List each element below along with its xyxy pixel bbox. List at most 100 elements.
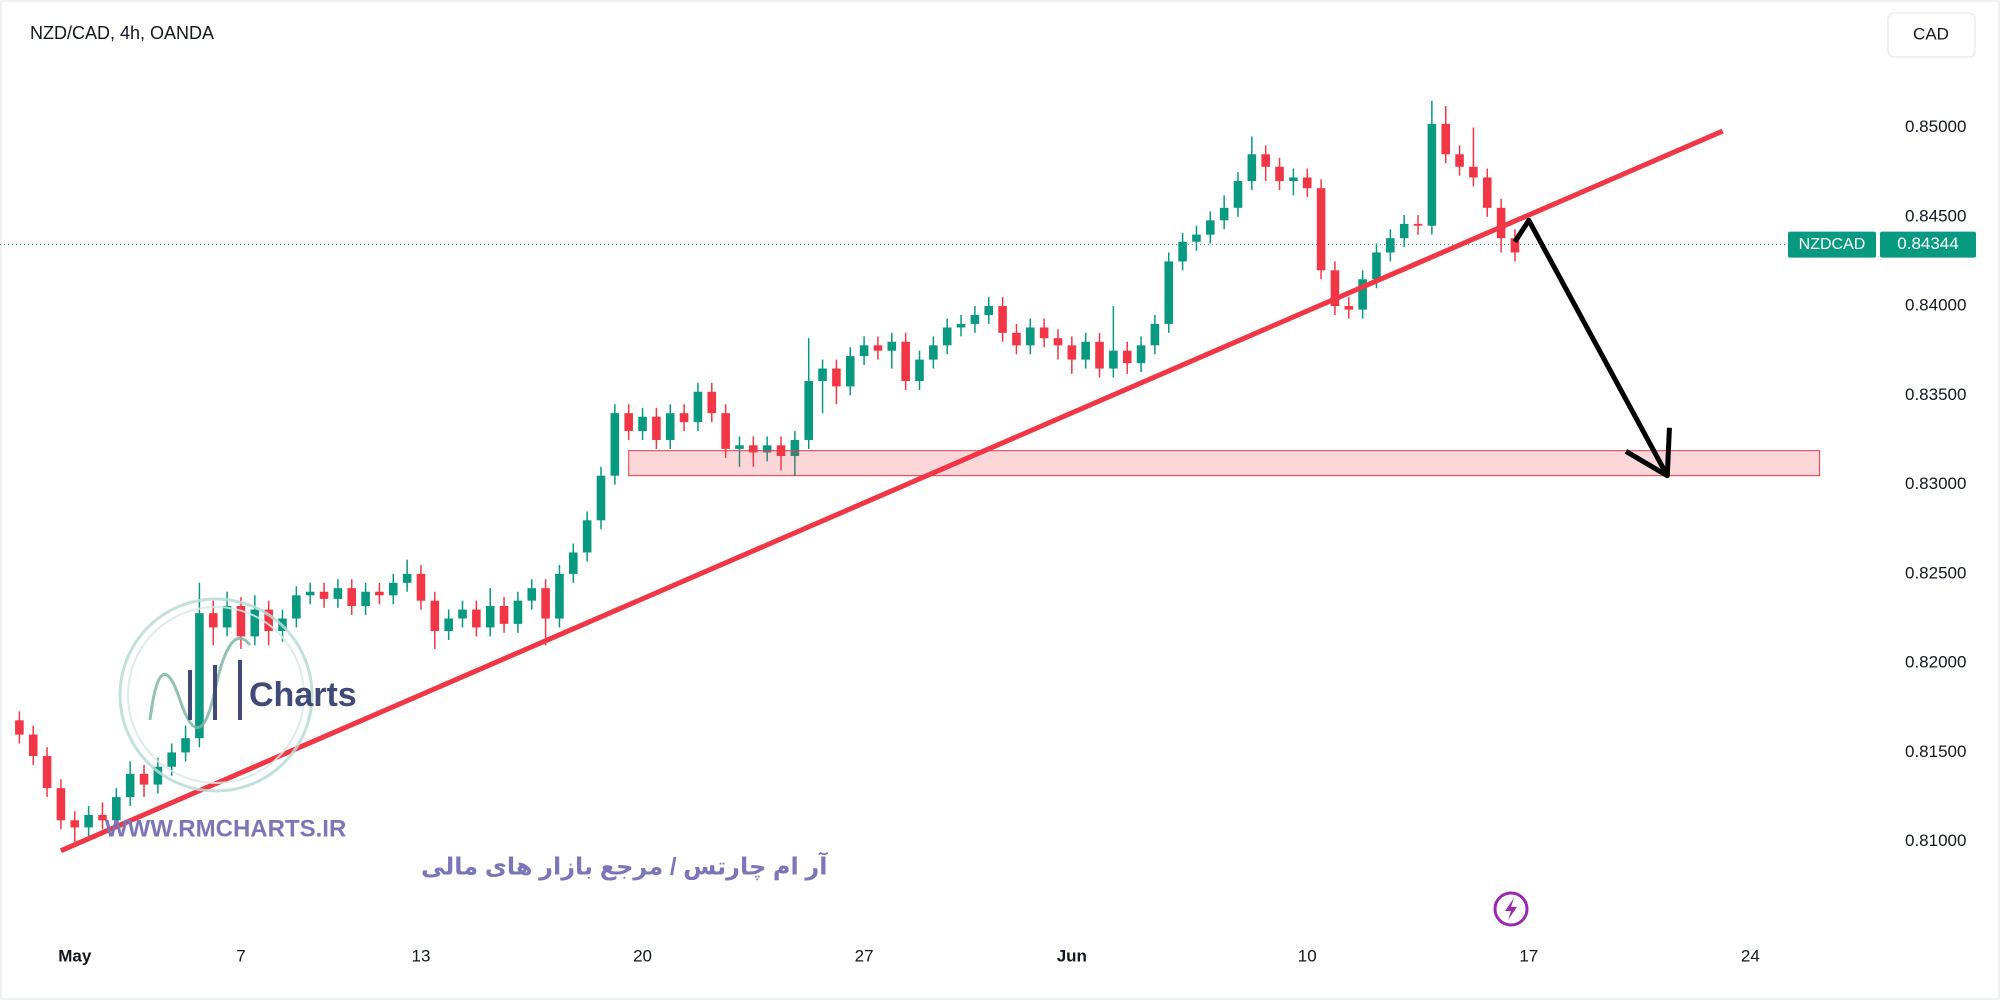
x-tick-label: May <box>58 946 92 965</box>
candle-body <box>28 734 38 757</box>
candle-body <box>1316 188 1326 271</box>
candle-body <box>208 613 218 628</box>
candle-body <box>1496 207 1506 239</box>
candle-body <box>1219 207 1229 221</box>
candle-body <box>195 613 204 739</box>
candle-body <box>873 345 883 351</box>
y-tick-label: 0.85000 <box>1905 117 1966 136</box>
candle-body <box>1206 220 1215 235</box>
candle-body <box>721 413 730 449</box>
candle-body <box>1386 238 1395 253</box>
candle-body <box>1067 345 1077 360</box>
candle-body <box>305 591 315 596</box>
currency-label[interactable]: CAD <box>1913 24 1949 43</box>
candle-body <box>610 413 620 476</box>
candle-body <box>1372 252 1381 280</box>
candle-body <box>319 591 329 599</box>
logo-ring <box>127 606 305 784</box>
chart-title: NZD/CAD, 4h, OANDA <box>30 23 214 43</box>
candle-body <box>1178 241 1187 262</box>
watermark-url: WWW.RMCHARTS.IR <box>105 815 346 842</box>
y-tick-label: 0.81500 <box>1905 742 1966 761</box>
candle-body <box>859 345 869 357</box>
candle-body <box>638 416 647 432</box>
candle-body <box>430 600 440 632</box>
y-tick-label: 0.83000 <box>1905 474 1966 493</box>
candle-body <box>1122 350 1132 364</box>
x-tick-label: 13 <box>412 946 431 965</box>
candle-body <box>998 306 1007 333</box>
candle-body <box>125 773 135 798</box>
candle-body <box>1441 123 1451 155</box>
y-tick-label: 0.84000 <box>1905 296 1966 315</box>
candle-body <box>569 552 578 574</box>
x-tick-label: 27 <box>855 946 874 965</box>
candle-body <box>790 439 800 457</box>
last-price-label: 0.84344 <box>1897 234 1958 253</box>
y-tick-label: 0.82500 <box>1905 563 1966 582</box>
logo-text: Charts <box>249 676 357 714</box>
candle-body <box>153 766 163 785</box>
candle-body <box>222 606 232 628</box>
alert-icon[interactable] <box>1493 891 1529 927</box>
candle-body <box>458 609 467 619</box>
x-tick-label: 24 <box>1741 946 1760 965</box>
candle-body <box>1012 332 1021 346</box>
candle-body <box>942 327 952 346</box>
candle-body <box>1510 238 1520 253</box>
candle-body <box>167 752 177 767</box>
candle-body <box>929 345 938 360</box>
candle-body <box>665 413 675 440</box>
alert-bolt[interactable] <box>1505 898 1517 920</box>
candle-body <box>42 756 52 789</box>
candle-body <box>139 773 149 785</box>
candle-body <box>818 368 827 382</box>
candle-body <box>1109 350 1118 369</box>
candle-body <box>1039 327 1049 339</box>
candle-body <box>1482 177 1492 208</box>
candle-body <box>652 416 661 440</box>
candle-body <box>1261 154 1270 167</box>
watermark-tagline: آر ام چارتس / مرجع بازار های مالی <box>421 851 828 880</box>
candle-body <box>1095 341 1104 369</box>
candle-body <box>679 413 689 423</box>
watermark-logo: Charts <box>118 597 357 793</box>
last-price-tag <box>1880 231 1976 258</box>
candle-body <box>984 306 994 315</box>
candle-body <box>1344 306 1354 310</box>
logo-curve <box>148 637 252 730</box>
y-tick-label: 0.83500 <box>1905 385 1966 404</box>
candle-body <box>596 475 606 521</box>
candle-body <box>1399 223 1409 239</box>
candle-body <box>1330 270 1340 307</box>
x-tick-label: 17 <box>1519 946 1538 965</box>
arrow <box>1512 217 1670 477</box>
candle-body <box>845 356 855 387</box>
candle-body <box>582 520 592 553</box>
candle-body <box>15 720 24 735</box>
candle-body <box>541 588 550 619</box>
logo-ring <box>118 597 314 793</box>
candle-body <box>901 341 910 382</box>
candle-body <box>887 341 897 351</box>
x-tick-label: 20 <box>633 946 652 965</box>
candle-body <box>1302 177 1312 189</box>
support-zone <box>628 450 1821 477</box>
price-tag: NZDCAD 0.84344 <box>1788 231 1976 258</box>
y-tick-label: 0.84500 <box>1905 206 1966 225</box>
symbol-label: NZDCAD <box>1799 236 1866 253</box>
candle-body <box>707 391 717 414</box>
candle-body <box>264 609 273 632</box>
candle-body <box>1358 279 1367 310</box>
x-tick-label: 10 <box>1298 946 1317 965</box>
candle-body <box>402 573 412 583</box>
candle-body <box>485 606 495 628</box>
currency-button[interactable] <box>1887 12 1976 58</box>
candle-body <box>292 595 301 619</box>
candle-body <box>1427 123 1437 226</box>
candle-body <box>762 445 772 453</box>
candle-body <box>513 600 523 624</box>
candle-body <box>1081 341 1090 360</box>
